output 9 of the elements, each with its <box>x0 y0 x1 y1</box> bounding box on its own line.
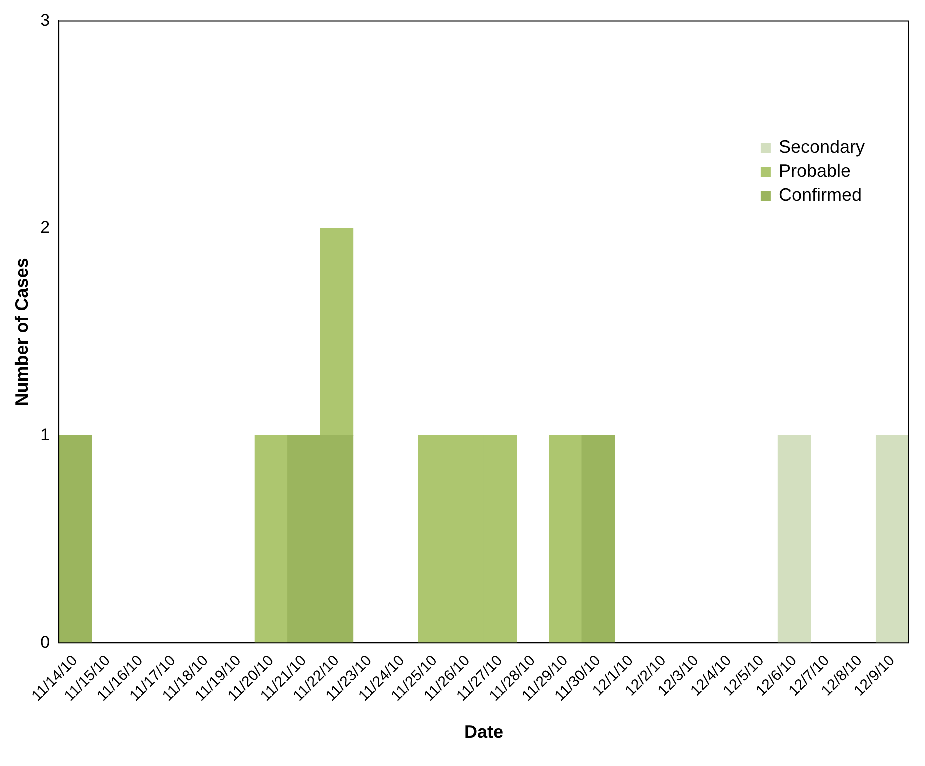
legend-label: Probable <box>778 161 852 182</box>
y-tick-label: 0 <box>40 632 50 652</box>
y-tick-label: 3 <box>40 10 50 30</box>
x-axis-title: Date <box>464 722 504 742</box>
legend-label: Secondary <box>778 137 866 158</box>
y-tick-label: 1 <box>40 426 50 445</box>
y-tick-label: 2 <box>40 218 50 238</box>
legend-label: Confirmed <box>778 185 862 206</box>
y-axis-title: Number of Cases <box>12 258 32 406</box>
